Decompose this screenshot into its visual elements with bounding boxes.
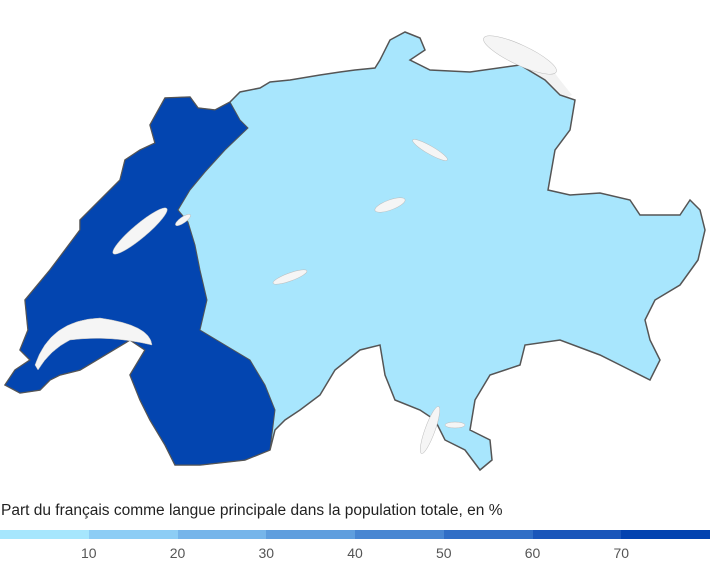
legend-tick-label: 20	[169, 545, 186, 561]
legend-tick-label: 50	[435, 545, 452, 561]
legend-tick-label: 40	[347, 545, 363, 561]
legend-tick-label: 10	[80, 545, 97, 561]
legend-bin	[621, 530, 710, 539]
lake-neuchatel	[112, 207, 168, 255]
lake-biel	[175, 214, 191, 226]
lake-constance	[483, 35, 557, 75]
legend-tick-label: 70	[613, 545, 630, 561]
choropleth-map	[3, 31, 706, 472]
legend-bin	[532, 530, 622, 539]
legend-bin	[0, 530, 89, 539]
lake-lugano	[444, 421, 466, 429]
color-scale-legend	[0, 530, 710, 539]
legend-bin	[355, 530, 444, 539]
lakes	[34, 35, 557, 454]
legend-tick-label: 30	[258, 545, 275, 561]
lake-thun	[272, 269, 308, 285]
lake-lucerne	[374, 197, 406, 213]
legend-bin	[443, 530, 533, 539]
lake-geneva	[34, 317, 153, 371]
legend-title: Part du français comme langue principale…	[1, 502, 503, 519]
lake-maggiore	[419, 406, 441, 454]
legend-bin	[177, 530, 267, 539]
french-speaking-region	[4, 96, 276, 466]
lake-zurich	[412, 139, 448, 161]
legend-bin	[266, 530, 355, 539]
legend-tick-label: 60	[524, 545, 541, 561]
legend-bin	[88, 530, 178, 539]
